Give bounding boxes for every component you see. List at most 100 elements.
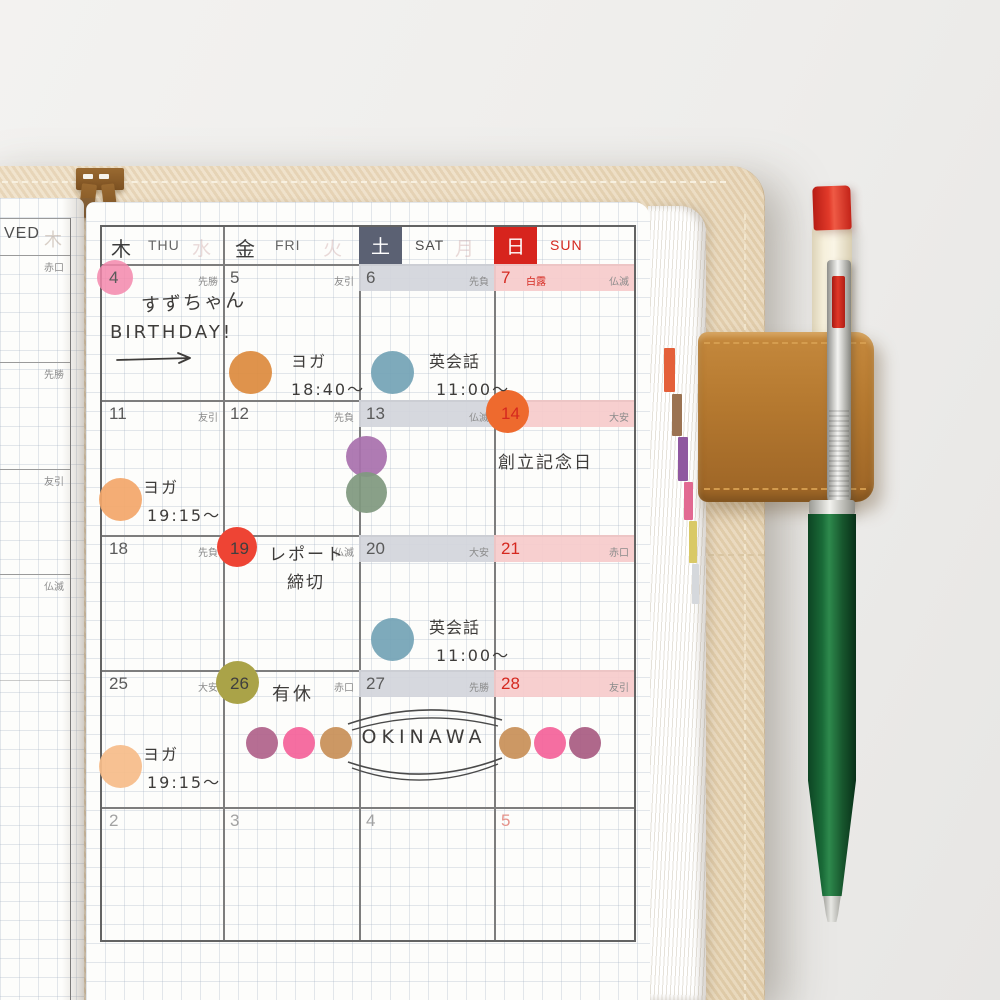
date-cell-26: 26 赤口 <box>216 661 359 807</box>
handwriting-yoga-2: ヨガ <box>143 478 180 497</box>
rokuyo-label: 仏滅 <box>609 277 629 288</box>
sticker-dot-plum <box>246 727 278 759</box>
rokuyo-label: 赤口 <box>609 548 629 559</box>
sticker-dot-pink <box>283 727 315 759</box>
date-cell-next-3: 3 <box>223 807 359 940</box>
rokuyo-label: 友引 <box>334 277 354 288</box>
day-abbr: SUN <box>550 237 583 253</box>
date-cell-21: 21 赤口 <box>494 535 634 670</box>
rokuyo-label: 友引 <box>609 683 629 694</box>
date-number: 12 <box>230 404 249 423</box>
handwriting-yoga-3-time: 19:15～ <box>147 773 222 792</box>
date-number: 21 <box>501 539 520 558</box>
sticker-dot-yoga-peach <box>99 745 142 788</box>
sunday-band <box>494 535 634 562</box>
table-line <box>0 362 70 363</box>
sticker-dot-purple <box>346 436 387 477</box>
day-header-sun: 日 SUN <box>494 227 634 264</box>
table-line <box>494 227 496 940</box>
pen-lower-barrel-green <box>808 514 856 897</box>
table-line <box>359 227 361 940</box>
table-line <box>102 807 634 809</box>
rokuyo-label: 友引 <box>198 413 218 424</box>
sticker-dot-red <box>217 527 257 567</box>
cover-stitch-top <box>0 181 726 183</box>
rokuyo-label: 先勝 <box>44 370 64 381</box>
sticker-dot-english-blue <box>371 618 414 661</box>
date-number: 4 <box>109 268 119 287</box>
date-number: 20 <box>366 539 385 558</box>
left-page: VED 木 赤口 先勝 友引 仏滅 <box>0 198 84 1000</box>
date-cell-7: 7 白露 仏滅 <box>494 264 634 400</box>
date-cell-14: 14 大安 <box>486 390 634 535</box>
sticker-dot-pink <box>97 260 133 295</box>
date-cell-next-4: 4 <box>359 807 494 940</box>
handwriting-anniversary: 創立記念日 <box>498 453 593 473</box>
table-line <box>70 218 71 1000</box>
saturday-band <box>359 535 494 562</box>
stitch-thread <box>83 174 93 179</box>
date-number: 26 <box>230 674 249 693</box>
cover-seam <box>698 554 764 556</box>
handwriting-report: レポート <box>269 545 345 565</box>
clip-texture <box>829 410 849 498</box>
date-number: 13 <box>366 404 385 423</box>
handwriting-deadline: 締切 <box>287 573 325 593</box>
rokuyo-label: 仏滅 <box>334 548 354 559</box>
handwriting-english-2: 英会話 <box>429 618 481 637</box>
sticker-dot-plum <box>569 727 601 759</box>
loop-stitch <box>704 488 866 490</box>
circle-annotation <box>347 709 503 781</box>
table-line <box>0 255 70 256</box>
date-cell-next-5: 5 <box>494 807 634 940</box>
pen-knock-button <box>812 185 852 231</box>
sticker-dot-english-blue <box>371 351 414 394</box>
date-cell-4: 4 先勝 <box>97 260 223 400</box>
handwriting-yoga-1: ヨガ <box>291 352 328 371</box>
day-kanji: 金 <box>235 239 255 261</box>
rokuyo-label: 大安 <box>198 683 218 694</box>
handwriting-english-1: 英会話 <box>429 352 481 371</box>
sticker-dot-yoga-light-orange <box>99 478 142 521</box>
rokuyo-label: 赤口 <box>334 683 354 694</box>
day-header-fri: 金 FRI 火 <box>223 227 359 264</box>
date-number: 3 <box>230 811 240 830</box>
date-number: 4 <box>366 811 376 830</box>
date-number: 19 <box>230 539 249 558</box>
date-cell-13: 13 仏滅 <box>359 400 494 535</box>
rokuyo-label: 友引 <box>44 477 64 488</box>
date-cell-25: 25 大安 <box>102 670 223 807</box>
handwriting-birthday-name: すずちゃん <box>140 289 247 317</box>
sticker-dot-green <box>346 472 387 513</box>
table-line <box>0 680 70 681</box>
rokuyo-label: 仏滅 <box>469 413 489 424</box>
date-cell-28: 28 友引 <box>494 670 634 807</box>
sunday-band <box>494 670 634 697</box>
sunday-kanji-box: 日 <box>494 227 537 264</box>
day-header-thu: 木 THU 水 <box>102 227 223 264</box>
arrow-annotation <box>116 352 191 364</box>
index-tab <box>684 482 693 520</box>
sticker-dot-pink <box>534 727 566 759</box>
handwriting-english-1-time: 11:00～ <box>436 380 511 399</box>
sunday-band <box>494 264 634 291</box>
rokuyo-label: 先勝 <box>469 683 489 694</box>
index-tab <box>678 437 688 481</box>
date-number: 5 <box>230 268 240 287</box>
rokuyo-label: 仏滅 <box>44 582 64 593</box>
date-cell-19: 19 仏滅 <box>217 527 359 670</box>
index-tab <box>689 521 697 563</box>
date-cell-11: 11 友引 <box>102 400 223 535</box>
pen-tip <box>823 896 841 922</box>
pen-clip-red-slider <box>832 276 845 328</box>
table-line <box>0 469 70 470</box>
date-cell-5: 5 友引 <box>223 264 359 400</box>
showthrough-kanji: 水 <box>192 239 212 260</box>
rokuyo-label: 先負 <box>469 277 489 288</box>
day-kanji: 木 <box>111 239 131 261</box>
cover-stitch-right <box>744 214 746 1000</box>
left-day-header: VED <box>4 225 40 242</box>
table-line <box>0 574 70 575</box>
handwriting-birthday-word: BIRTHDAY! <box>110 322 234 343</box>
saturday-band <box>359 264 494 291</box>
